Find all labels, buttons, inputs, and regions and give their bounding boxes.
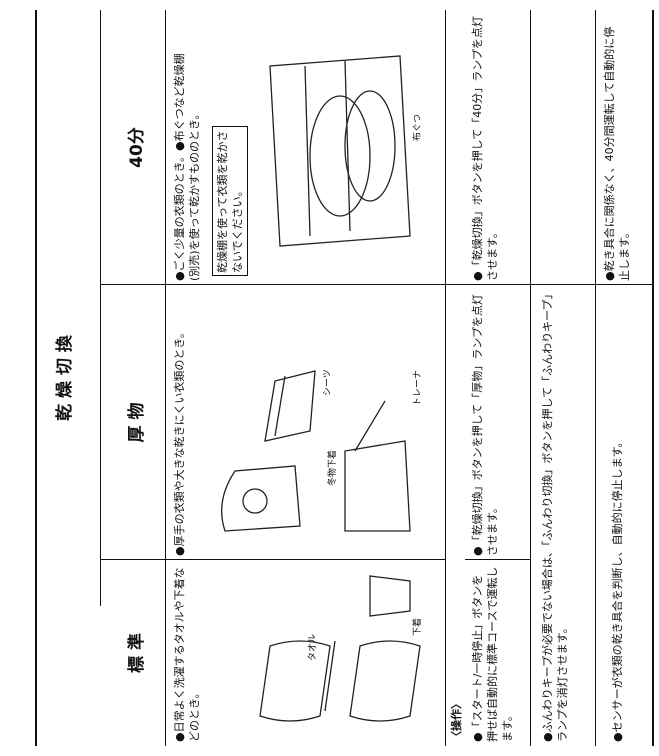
rule <box>652 10 654 746</box>
description: ●厚手の衣類や大きな乾きにくい衣類のとき。 <box>173 327 186 556</box>
operation: ●「乾燥切換」ボタンを押して「40分」ランプを点灯させます。 <box>471 16 499 281</box>
rule <box>165 10 166 746</box>
caption: トレーナ <box>413 369 423 406</box>
rule <box>530 10 531 746</box>
rule <box>595 10 596 746</box>
operation: ●センサーが衣類の乾き具合を判断し、自動的に停止します。 <box>611 436 624 743</box>
operation-heading: 〈操作〉 <box>450 698 463 742</box>
caption: タオル <box>308 633 318 661</box>
rule <box>35 10 37 746</box>
caption: 布ぐつ <box>413 113 423 141</box>
caption: 下着 <box>413 617 423 636</box>
title: 乾 燥 切 換 <box>55 335 75 421</box>
column-name: 厚 物 <box>127 402 147 443</box>
note: 乾燥棚を使って衣類を乾かさないでください。 <box>212 126 248 276</box>
illustration <box>259 575 421 722</box>
caption: シーツ <box>323 369 333 396</box>
rule <box>100 10 101 606</box>
operation: ●「スタート/一時停止」ボタンを押せば自動的に標準コースで運転します。 <box>471 566 514 742</box>
rule <box>100 284 652 285</box>
operation: ●乾き具合に関係なく、40分間運転して自動的に停止します。 <box>603 26 631 281</box>
illustration <box>269 55 411 247</box>
illustration <box>221 370 411 532</box>
column-name: 40分 <box>127 127 147 168</box>
rule <box>445 10 446 746</box>
rule <box>100 559 445 560</box>
description: ●ごく少量の衣類のとき。●布ぐつなど乾燥棚(別売)を使って乾かすもののとき。 <box>173 53 201 281</box>
rule <box>465 559 530 560</box>
caption: 冬物下着 <box>328 449 338 486</box>
column-name: 標 準 <box>127 633 147 673</box>
operation: ●「乾燥切換」ボタンを押して「厚物」ランプを点灯させます。 <box>471 294 499 556</box>
operation: ●ふんわりキープが必要でない場合は、「ふんわり切換」ボタンを押して「ふんわりキー… <box>541 294 569 742</box>
description: ●日常よく洗濯するタオルや下着などのとき。 <box>173 567 201 742</box>
